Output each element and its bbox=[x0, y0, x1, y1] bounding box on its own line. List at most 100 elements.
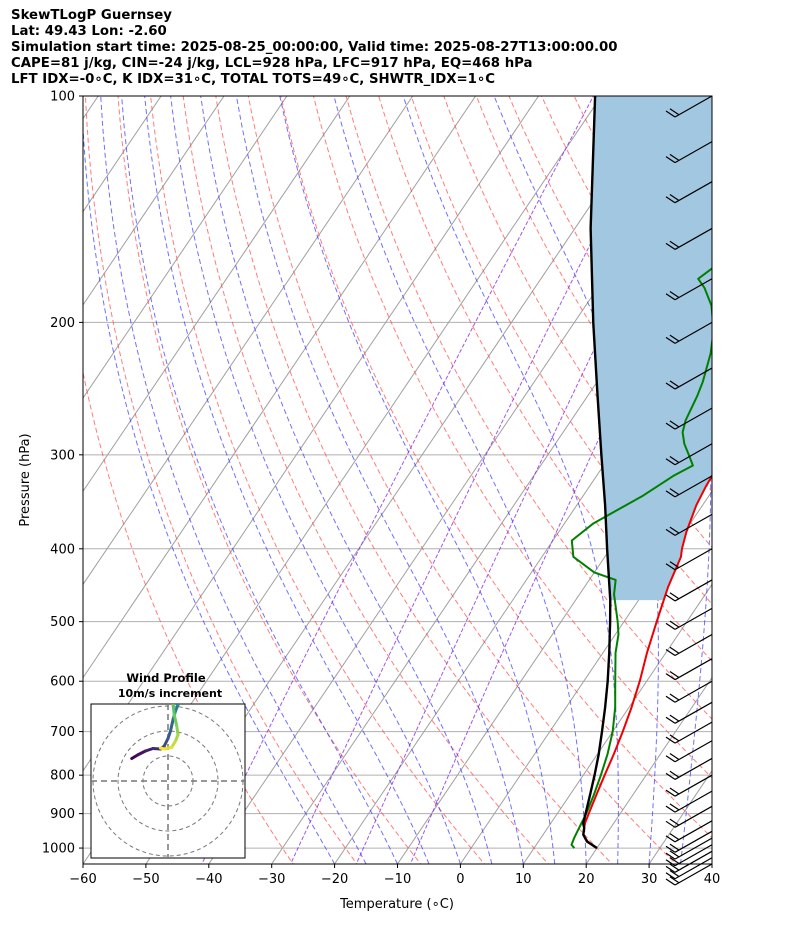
wind-barb-flag bbox=[669, 850, 680, 858]
mixing-ratio-line bbox=[409, 195, 712, 864]
wind-barb-flag bbox=[665, 772, 676, 780]
dry-adiabat bbox=[83, 370, 294, 864]
moist-adiabat bbox=[100, 96, 367, 864]
wind-barb-staff bbox=[674, 837, 713, 860]
wind-barb-staff bbox=[674, 757, 713, 780]
isotherm-10 bbox=[522, 583, 712, 864]
moist-adiabat bbox=[235, 96, 524, 864]
wind-barb-flag bbox=[665, 716, 676, 724]
temperature-profile bbox=[582, 473, 712, 849]
wind-barb-flag bbox=[665, 835, 676, 843]
wind-barb bbox=[665, 95, 713, 118]
wind-barb bbox=[665, 607, 713, 630]
wind-barb bbox=[665, 701, 713, 724]
cape-fill bbox=[590, 96, 712, 601]
dry-adiabat bbox=[182, 96, 549, 864]
wind-barb-flag bbox=[669, 670, 680, 678]
y-tick-label: 900 bbox=[50, 807, 75, 822]
moist-adiabat bbox=[83, 120, 336, 864]
wind-barb-flag bbox=[669, 833, 680, 841]
wind-barb bbox=[665, 805, 713, 828]
wind-barb-flag bbox=[665, 622, 676, 630]
wind-barb bbox=[665, 367, 713, 390]
wind-barb-staff bbox=[674, 790, 713, 813]
y-tick-label: 400 bbox=[50, 542, 75, 557]
x-axis-label: Temperature (∘C) bbox=[339, 897, 454, 912]
wind-barb bbox=[665, 857, 713, 880]
moist-adiabat bbox=[144, 96, 430, 864]
wind-barb-staff bbox=[674, 278, 713, 301]
hodograph-segment bbox=[159, 746, 166, 751]
wind-barb-staff bbox=[674, 367, 713, 390]
wind-barb bbox=[665, 740, 713, 763]
y-axis-label: Pressure (hPa) bbox=[18, 433, 33, 526]
wind-barb bbox=[665, 757, 713, 780]
x-tick-label: −10 bbox=[384, 872, 411, 887]
hodograph-ring bbox=[117, 730, 219, 832]
wind-barb bbox=[665, 658, 713, 681]
moist-adiabat bbox=[170, 96, 461, 864]
wind-barb-flag bbox=[669, 863, 680, 871]
wind-barb-flag bbox=[665, 242, 676, 250]
x-tick-label: −30 bbox=[258, 872, 285, 887]
wind-barb bbox=[665, 579, 713, 602]
wind-barb-staff bbox=[674, 701, 713, 724]
wind-barb-flag bbox=[665, 458, 676, 466]
wind-barb bbox=[665, 475, 713, 498]
wind-barb-flag bbox=[669, 646, 680, 654]
dry-adiabat bbox=[280, 96, 712, 839]
wind-barb-staff bbox=[674, 721, 713, 744]
x-tick-label: −40 bbox=[195, 872, 222, 887]
wind-barb-flag bbox=[665, 196, 676, 204]
wind-barb bbox=[665, 820, 713, 843]
mixing-ratio-line bbox=[201, 96, 594, 864]
x-tick-label: 40 bbox=[704, 872, 721, 887]
wind-barb-flag bbox=[669, 193, 680, 201]
wind-barb-staff bbox=[674, 863, 713, 886]
wind-barb-flag bbox=[669, 869, 680, 877]
isotherm-40 bbox=[711, 863, 712, 864]
isotherm--110 bbox=[83, 96, 288, 399]
moist-adiabat bbox=[711, 860, 712, 864]
wind-barb bbox=[665, 850, 713, 873]
wind-barb-flag bbox=[669, 240, 680, 248]
wind-barb-flag bbox=[669, 526, 680, 534]
cape-area bbox=[590, 96, 712, 601]
wind-barb bbox=[665, 774, 713, 797]
wind-barb-flag bbox=[669, 561, 680, 569]
wind-barb-staff bbox=[674, 227, 713, 250]
wind-barb-flag bbox=[665, 594, 676, 602]
wind-barb-flag bbox=[665, 878, 676, 886]
wind-barb bbox=[665, 407, 713, 430]
wind-barb-staff bbox=[674, 407, 713, 430]
wind-barb-staff bbox=[674, 857, 713, 880]
dry-adiabat bbox=[759, 79, 794, 867]
wind-barb-flag bbox=[665, 490, 676, 498]
wind-barb-flag bbox=[665, 382, 676, 390]
dry-adiabat bbox=[247, 96, 677, 864]
x-tick-label: 10 bbox=[515, 872, 532, 887]
y-tick-label: 1000 bbox=[42, 842, 75, 857]
dry-adiabat bbox=[410, 96, 712, 605]
wind-profile-inset: Wind Profile 10m/s increment bbox=[90, 671, 246, 859]
wind-barb-flag bbox=[669, 620, 680, 628]
wind-barb-flag bbox=[669, 714, 680, 722]
y-tick-label: 800 bbox=[50, 769, 75, 784]
wind-barb-staff bbox=[674, 850, 713, 873]
dry-adiabat bbox=[117, 96, 422, 864]
wind-barb-flag bbox=[669, 787, 680, 795]
isotherm--120 bbox=[83, 96, 225, 306]
wind-barb-flag bbox=[665, 755, 676, 763]
wind-barb bbox=[665, 141, 713, 164]
wind-barb-flag bbox=[665, 528, 676, 536]
isotherm--20 bbox=[333, 303, 712, 864]
moist-adiabat bbox=[121, 96, 398, 864]
wind-barb-flag bbox=[669, 803, 680, 811]
wind-barb bbox=[665, 830, 713, 853]
dry-adiabat bbox=[150, 96, 486, 864]
wind-barb-staff bbox=[674, 513, 713, 536]
wind-barb-staff bbox=[674, 141, 713, 164]
wind-barb-flag bbox=[669, 770, 680, 778]
wind-barb-flag bbox=[665, 563, 676, 571]
dry-adiabat bbox=[215, 96, 613, 864]
